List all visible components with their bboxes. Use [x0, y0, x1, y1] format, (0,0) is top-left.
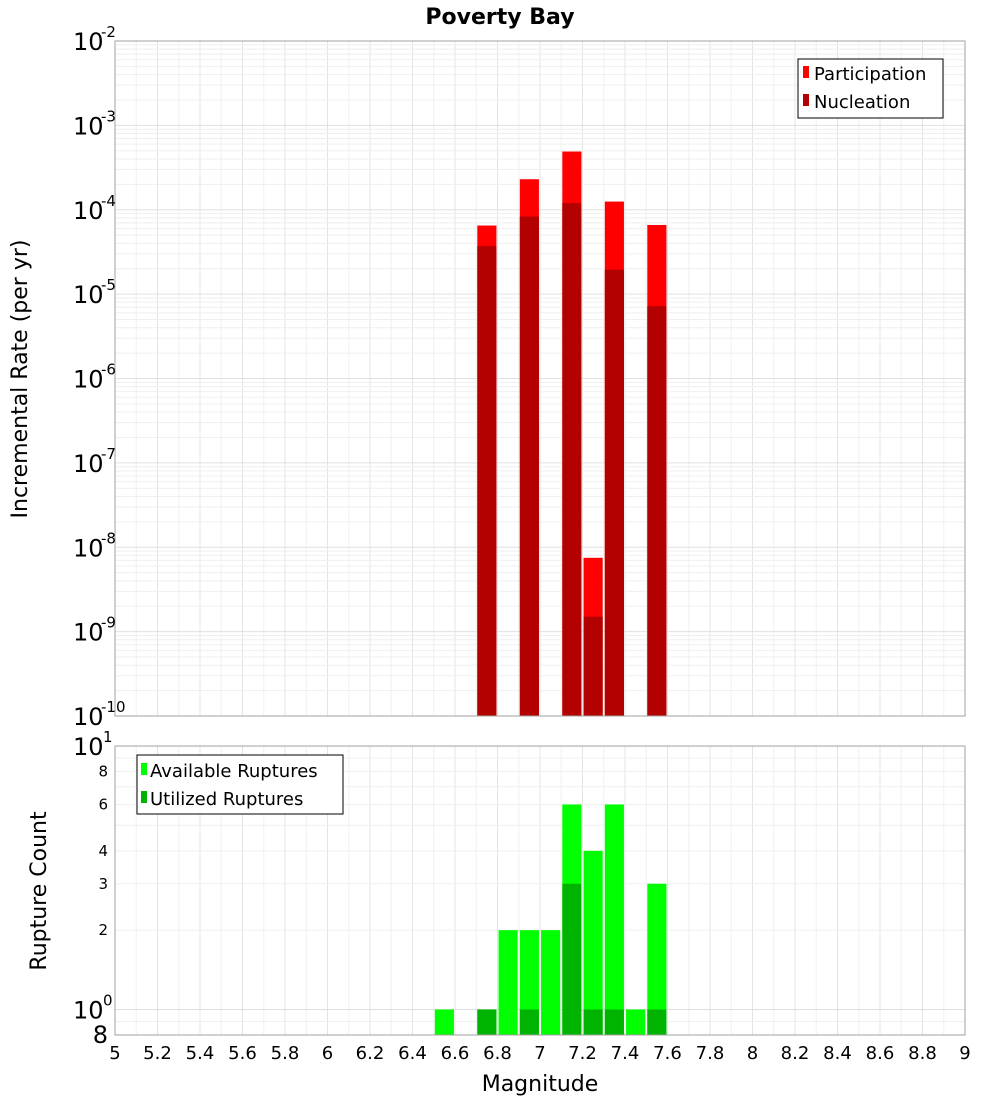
bar-utilized-ruptures-6.95	[519, 1009, 539, 1035]
x-tick-label: 7	[534, 1043, 545, 1064]
bar-nucleation-6.95	[519, 216, 539, 716]
top-y-tick-label: 10	[73, 450, 104, 478]
bar-utilized-ruptures-7.55	[647, 1009, 667, 1035]
x-tick-label: 9	[959, 1043, 970, 1064]
x-tick-label: 6.8	[483, 1043, 512, 1064]
x-tick-label: 5	[109, 1043, 120, 1064]
x-tick-label: 8	[747, 1043, 758, 1064]
bottom-y-bottom-label: 8	[93, 1021, 108, 1049]
top-y-tick-exponent: -2	[101, 23, 116, 41]
top-y-tick-label: 10	[73, 28, 104, 56]
top-y-tick-label: 10	[73, 112, 104, 140]
bar-nucleation-7.15	[562, 203, 582, 716]
top-y-tick-exponent: -4	[101, 192, 116, 210]
top-y-axis-label: Incremental Rate (per yr)	[8, 240, 33, 519]
bottom-y-tick-exponent: 1	[103, 728, 113, 746]
x-tick-label: 6.6	[441, 1043, 470, 1064]
bar-available-ruptures-7.55	[647, 883, 667, 1035]
top-bars	[477, 151, 667, 716]
x-tick-label: 6	[322, 1043, 333, 1064]
bar-utilized-ruptures-7.25	[583, 1009, 603, 1035]
x-tick-label: 8.6	[866, 1043, 895, 1064]
x-tick-label: 6.4	[398, 1043, 427, 1064]
top-y-tick-exponent: -7	[101, 445, 116, 463]
bar-utilized-ruptures-6.75	[477, 1009, 497, 1035]
bar-available-ruptures-6.95	[519, 930, 539, 1035]
top-y-tick-exponent: -5	[101, 276, 116, 294]
bar-available-ruptures-7.25	[583, 850, 603, 1035]
top-plot-border	[114, 40, 966, 717]
top-y-tick-label: 10	[73, 619, 104, 647]
bottom-plot-border	[114, 745, 966, 1036]
legend-swatch-available	[141, 763, 147, 775]
legend-swatch-utilized	[141, 791, 147, 803]
legend-swatch-participation	[803, 66, 809, 78]
bar-available-ruptures-7.05	[541, 930, 561, 1035]
x-tick-label: 7.6	[653, 1043, 682, 1064]
top-y-tick-label: 10	[73, 197, 104, 225]
bottom-y-tick-label: 10	[73, 733, 104, 761]
x-tick-label: 7.8	[696, 1043, 725, 1064]
bar-nucleation-7.35	[604, 269, 624, 716]
bar-available-ruptures-7.45	[626, 1009, 646, 1035]
bottom-y-minor-tick-label: 8	[98, 763, 108, 781]
x-axis-label: Magnitude	[482, 1072, 599, 1097]
x-tick-label: 8.2	[781, 1043, 810, 1064]
x-tick-label: 7.4	[611, 1043, 640, 1064]
top-y-tick-exponent: -3	[101, 107, 116, 125]
x-tick-labels: 5 5.2 5.4 5.6 5.8 6 6.2 6.4 6.6 6.8 7 7.2 7.4 7.6 7.8 8…	[109, 1043, 970, 1064]
bar-utilized-ruptures-7.35	[604, 1009, 624, 1035]
legend-label-nucleation: Nucleation	[814, 92, 910, 113]
bar-nucleation-7.55	[647, 306, 667, 716]
bottom-y-tick-label: 10	[73, 996, 104, 1024]
x-tick-label: 8.8	[908, 1043, 937, 1064]
bottom-legend-box	[136, 754, 344, 815]
bar-available-ruptures-6.85	[498, 930, 518, 1035]
top-y-tick-labels: 10-210-310-410-510-610-710-810-910-10	[73, 23, 126, 731]
legend-label-participation: Participation	[814, 64, 926, 85]
x-tick-label: 7.2	[568, 1043, 597, 1064]
bottom-y-minor-tick-label: 4	[98, 842, 108, 860]
bar-utilized-ruptures-7.15	[562, 883, 582, 1035]
top-y-tick-exponent: -10	[101, 698, 126, 716]
top-y-tick-label: 10	[73, 366, 104, 394]
participation-nucleation-panel: 10-210-310-410-510-610-710-810-910-10 In…	[8, 23, 966, 731]
top-grid	[114, 41, 966, 717]
bottom-bars	[434, 804, 667, 1035]
bar-nucleation-6.75	[477, 246, 497, 716]
x-tick-label: 5.4	[186, 1043, 215, 1064]
bottom-legend: Available Ruptures Utilized Ruptures	[136, 754, 344, 815]
x-tick-label: 6.2	[356, 1043, 385, 1064]
bar-available-ruptures-6.55	[434, 1009, 454, 1035]
legend-label-utilized: Utilized Ruptures	[150, 789, 303, 810]
top-legend: Participation Nucleation	[797, 58, 944, 119]
x-tick-label: 8.4	[823, 1043, 852, 1064]
bottom-y-minor-tick-label: 2	[98, 921, 108, 939]
x-tick-label: 5.8	[271, 1043, 300, 1064]
top-y-tick-label: 10	[73, 534, 104, 562]
bar-available-ruptures-7.35	[604, 804, 624, 1035]
bottom-y-minor-tick-label: 3	[98, 875, 108, 893]
bottom-y-axis-label: Rupture Count	[27, 811, 52, 971]
bar-nucleation-7.25	[583, 616, 603, 716]
top-y-tick-exponent: -6	[101, 361, 116, 379]
chart-title: Poverty Bay	[425, 5, 574, 30]
top-y-tick-exponent: -9	[101, 614, 116, 632]
top-y-tick-label: 10	[73, 703, 104, 731]
x-tick-label: 5.2	[143, 1043, 172, 1064]
top-y-tick-exponent: -8	[101, 529, 116, 547]
bottom-y-minor-tick-label: 6	[98, 795, 108, 813]
top-y-tick-label: 10	[73, 281, 104, 309]
legend-label-available: Available Ruptures	[150, 761, 318, 782]
x-tick-label: 5.6	[228, 1043, 257, 1064]
bottom-y-tick-exponent: 0	[103, 991, 113, 1009]
top-legend-box	[797, 58, 944, 119]
legend-swatch-nucleation	[803, 94, 809, 106]
